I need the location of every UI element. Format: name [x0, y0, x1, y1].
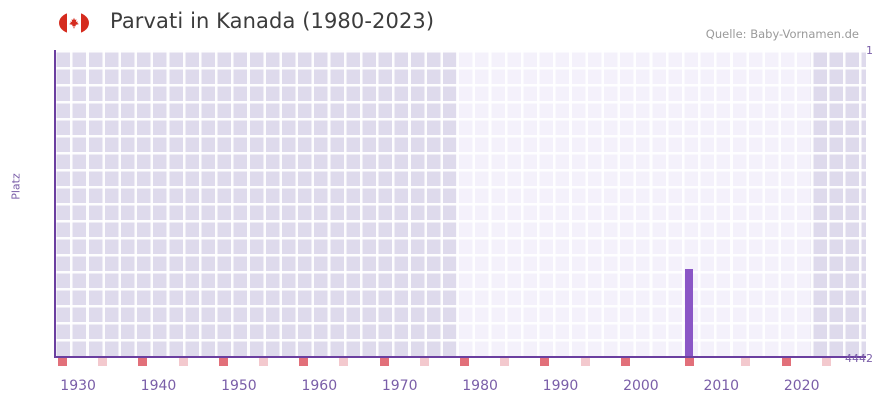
baseline-tick [685, 358, 695, 366]
x-axis-tick-label: 1970 [381, 378, 418, 394]
x-axis-tick-label: 1940 [140, 378, 177, 394]
baseline-tick [580, 358, 590, 366]
baseline-tick [178, 358, 188, 366]
source-credit: Quelle: Baby-Vornamen.de [705, 27, 859, 41]
x-axis-tick-label: 1980 [462, 378, 498, 394]
canada-flag-icon [59, 12, 89, 34]
baseline-tick [460, 358, 470, 366]
flag-band-left [59, 12, 67, 34]
baseline-tick [339, 358, 349, 366]
baseline-tick [299, 358, 309, 366]
y-axis-title: Platz [9, 173, 23, 200]
x-axis-tick-label: 2010 [703, 378, 740, 394]
baseline-tick [138, 358, 148, 366]
x-axis-tick-label: 1990 [542, 378, 579, 394]
flag-band-right [81, 12, 89, 34]
x-axis-tick-label: 1960 [301, 378, 338, 394]
baseline-tick [821, 358, 831, 366]
background-zone [455, 50, 810, 357]
x-axis-tick-label: 2000 [623, 378, 659, 394]
x-axis-tick-label: 1950 [221, 378, 257, 394]
bar[interactable] [685, 269, 694, 357]
x-axis-tick-label: 1930 [60, 378, 96, 394]
background-zone [54, 50, 456, 357]
baseline-tick [741, 358, 751, 366]
baseline-tick [419, 358, 429, 366]
baseline-tick [259, 358, 269, 366]
maple-leaf-icon [69, 17, 79, 29]
chart-header: Parvati in Kanada (1980-2023) Quelle: Ba… [0, 0, 873, 46]
baseline-tick [98, 358, 108, 366]
baseline-tick [620, 358, 630, 366]
baseline-tick [540, 358, 550, 366]
baseline-tick [379, 358, 389, 366]
x-axis-tick-label: 2020 [783, 378, 820, 394]
y-axis-tick-bottom: 4442 [845, 352, 873, 365]
page-title: Parvati in Kanada (1980-2023) [110, 9, 435, 33]
background-zone [809, 50, 866, 357]
x-axis-line [54, 356, 866, 358]
y-axis-tick-top: 1 [866, 44, 873, 57]
y-axis-line [54, 50, 56, 358]
baseline-tick [500, 358, 510, 366]
plot-area [54, 50, 866, 357]
baseline-tick [781, 358, 791, 366]
baseline-tick [58, 358, 68, 366]
baseline-tick [218, 358, 228, 366]
